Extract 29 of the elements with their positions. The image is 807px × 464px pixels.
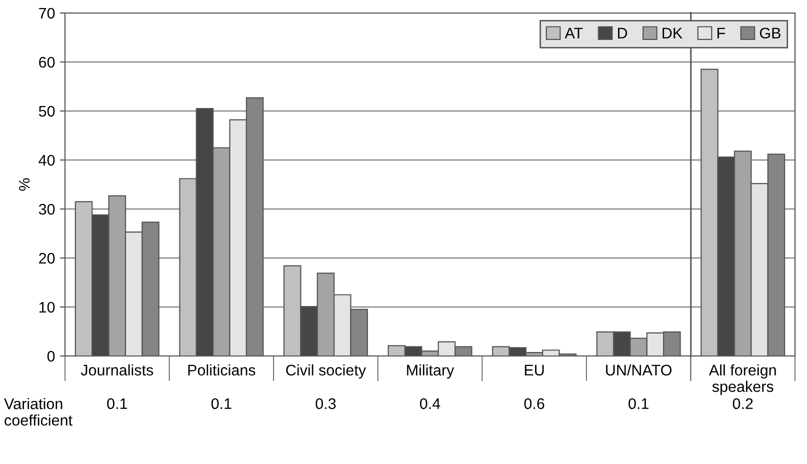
legend-label: D [618, 28, 628, 38]
text: 0.6 [524, 398, 544, 410]
y-tick-label: 50 [38, 106, 55, 117]
x-tick-label: Journalists [80, 364, 154, 376]
x-tick-label: Military [407, 364, 454, 379]
x-tick-label: EU [524, 364, 544, 376]
y-tick-label: 60 [39, 56, 55, 68]
text: 0.1 [628, 398, 648, 410]
text: 0.2 [732, 398, 753, 410]
text: 0.1 [107, 398, 128, 410]
text: 0.3 [316, 398, 336, 410]
legend-label: GB [760, 28, 780, 39]
text: 0.4 [420, 398, 440, 410]
x-tick-label: UN/NATO [606, 364, 672, 376]
y-tick-label: 30 [38, 204, 55, 215]
x-tick-label: All foreign speakers [708, 364, 776, 396]
y-tick-label: 20 [39, 252, 55, 264]
x-tick-label: Civil society [286, 364, 366, 379]
y-axis-title: % [18, 178, 30, 191]
legend-label: DK [662, 28, 682, 38]
y-tick-label: 70 [39, 8, 55, 19]
y-tick-label: 10 [39, 302, 55, 313]
text: 0.1 [211, 398, 232, 410]
y-tick-label: 0 [47, 350, 55, 362]
y-tick-label: 40 [38, 154, 55, 166]
text: Variation coefficient [4, 398, 72, 426]
x-tick-label: Politicians [188, 364, 256, 376]
legend-label: F [717, 28, 725, 38]
legend-label: AT [564, 28, 583, 38]
